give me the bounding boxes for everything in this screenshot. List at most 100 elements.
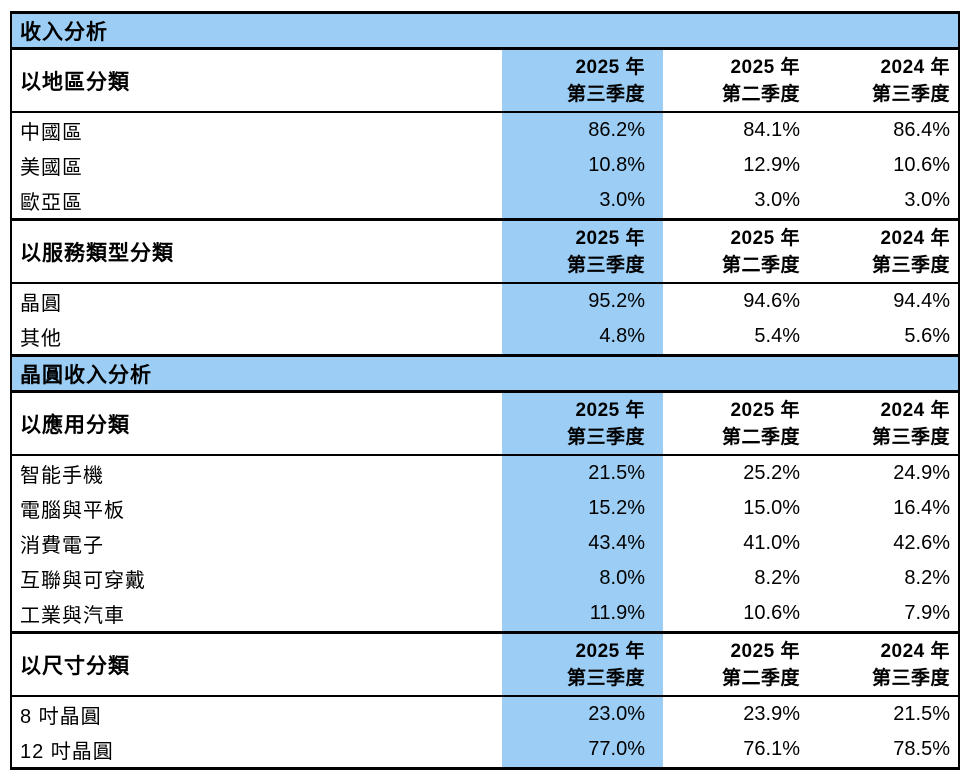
value-q3-2024: 86.4% bbox=[893, 119, 950, 141]
value-q3-2025: 21.5% bbox=[502, 456, 663, 491]
table-row-others: 其他 4.8% 5.4% 5.6% bbox=[12, 319, 958, 357]
group-label-by-size: 以尺寸分類 bbox=[20, 654, 130, 678]
section-band-wafer-revenue-title: 晶圓收入分析 bbox=[20, 363, 152, 387]
col-header-q3-2025: 2025 年 第三季度 bbox=[502, 221, 663, 282]
value-q3-2024: 7.9% bbox=[904, 602, 950, 624]
col-header-year: 2025 年 bbox=[575, 56, 645, 78]
col-header-quarter: 第三季度 bbox=[566, 83, 645, 105]
col-header-quarter: 第二季度 bbox=[721, 254, 800, 276]
value-q3-2024: 8.2% bbox=[904, 567, 950, 589]
row-label: 互聯與可穿戴 bbox=[20, 570, 146, 592]
col-header-q3-2025: 2025 年 第三季度 bbox=[502, 393, 663, 454]
table-row-8-inch-wafer: 8 吋晶圓 23.0% 23.9% 21.5% bbox=[12, 697, 958, 732]
row-label: 智能手機 bbox=[20, 465, 104, 487]
value-q3-2025: 95.2% bbox=[502, 284, 663, 319]
value-q2-2025: 8.2% bbox=[754, 567, 800, 589]
col-header-q3-2024: 2024 年 第三季度 bbox=[805, 221, 958, 282]
value-q3-2024: 94.4% bbox=[893, 290, 950, 312]
value-q3-2024: 24.9% bbox=[893, 462, 950, 484]
col-header-quarter: 第三季度 bbox=[566, 254, 645, 276]
value-q3-2024: 21.5% bbox=[893, 703, 950, 725]
group-header-by-application: 以應用分類 2025 年 第三季度 2025 年 第二季度 2024 年 第三季… bbox=[12, 393, 958, 456]
group-header-by-service: 以服務類型分類 2025 年 第三季度 2025 年 第二季度 2024 年 第… bbox=[12, 221, 958, 284]
row-label: 歐亞區 bbox=[20, 192, 83, 214]
value-q2-2025: 76.1% bbox=[743, 738, 800, 760]
row-label: 美國區 bbox=[20, 157, 83, 179]
group-label-by-region: 以地區分類 bbox=[20, 70, 130, 94]
col-header-q3-2025: 2025 年 第三季度 bbox=[502, 50, 663, 111]
value-q2-2025: 5.4% bbox=[754, 325, 800, 347]
value-q3-2025: 4.8% bbox=[502, 319, 663, 354]
col-header-q2-2025: 2025 年 第二季度 bbox=[663, 221, 805, 282]
row-label: 中國區 bbox=[20, 122, 83, 144]
col-header-year: 2024 年 bbox=[880, 399, 950, 421]
table-row-12-inch-wafer: 12 吋晶圓 77.0% 76.1% 78.5% bbox=[12, 732, 958, 767]
col-header-year: 2025 年 bbox=[730, 640, 800, 662]
value-q2-2025: 23.9% bbox=[743, 703, 800, 725]
value-q3-2024: 10.6% bbox=[893, 154, 950, 176]
col-header-q3-2025: 2025 年 第三季度 bbox=[502, 634, 663, 695]
row-label: 工業與汽車 bbox=[20, 605, 125, 627]
col-header-quarter: 第二季度 bbox=[721, 83, 800, 105]
table-row-wafer: 晶圓 95.2% 94.6% 94.4% bbox=[12, 284, 958, 319]
col-header-year: 2025 年 bbox=[575, 640, 645, 662]
value-q3-2025: 23.0% bbox=[502, 697, 663, 732]
col-header-quarter: 第二季度 bbox=[721, 667, 800, 689]
value-q2-2025: 94.6% bbox=[743, 290, 800, 312]
col-header-year: 2024 年 bbox=[880, 640, 950, 662]
value-q2-2025: 84.1% bbox=[743, 119, 800, 141]
value-q3-2024: 5.6% bbox=[904, 325, 950, 347]
col-header-quarter: 第三季度 bbox=[871, 83, 950, 105]
col-header-quarter: 第三季度 bbox=[871, 254, 950, 276]
revenue-analysis-table: 收入分析 以地區分類 2025 年 第三季度 2025 年 第二季度 2024 … bbox=[10, 11, 960, 770]
row-label: 電腦與平板 bbox=[20, 500, 125, 522]
table-row-industrial-automotive: 工業與汽車 11.9% 10.6% 7.9% bbox=[12, 596, 958, 634]
value-q3-2025: 11.9% bbox=[502, 596, 663, 631]
value-q3-2025: 77.0% bbox=[502, 732, 663, 767]
value-q3-2025: 43.4% bbox=[502, 526, 663, 561]
table-row-usa: 美國區 10.8% 12.9% 10.6% bbox=[12, 148, 958, 183]
value-q3-2024: 3.0% bbox=[904, 189, 950, 211]
col-header-quarter: 第三季度 bbox=[566, 426, 645, 448]
value-q2-2025: 10.6% bbox=[743, 602, 800, 624]
value-q3-2025: 15.2% bbox=[502, 491, 663, 526]
group-header-by-size: 以尺寸分類 2025 年 第三季度 2025 年 第二季度 2024 年 第三季… bbox=[12, 634, 958, 697]
section-band-wafer-revenue: 晶圓收入分析 bbox=[12, 357, 958, 393]
col-header-year: 2025 年 bbox=[575, 399, 645, 421]
table-row-smartphone: 智能手機 21.5% 25.2% 24.9% bbox=[12, 456, 958, 491]
table-row-consumer-electronics: 消費電子 43.4% 41.0% 42.6% bbox=[12, 526, 958, 561]
col-header-q3-2024: 2024 年 第三季度 bbox=[805, 634, 958, 695]
value-q3-2024: 42.6% bbox=[893, 532, 950, 554]
value-q3-2025: 3.0% bbox=[502, 183, 663, 218]
value-q3-2025: 10.8% bbox=[502, 148, 663, 183]
section-band-revenue: 收入分析 bbox=[12, 14, 958, 50]
col-header-q3-2024: 2024 年 第三季度 bbox=[805, 50, 958, 111]
section-band-revenue-title: 收入分析 bbox=[20, 20, 108, 44]
col-header-q2-2025: 2025 年 第二季度 bbox=[663, 634, 805, 695]
group-header-by-region: 以地區分類 2025 年 第三季度 2025 年 第二季度 2024 年 第三季… bbox=[12, 50, 958, 113]
value-q2-2025: 12.9% bbox=[743, 154, 800, 176]
table-row-china: 中國區 86.2% 84.1% 86.4% bbox=[12, 113, 958, 148]
value-q2-2025: 25.2% bbox=[743, 462, 800, 484]
col-header-quarter: 第三季度 bbox=[566, 667, 645, 689]
row-label: 其他 bbox=[20, 328, 62, 350]
row-label: 8 吋晶圓 bbox=[20, 706, 102, 728]
row-label: 晶圓 bbox=[20, 293, 62, 315]
table-row-connectivity-wearables: 互聯與可穿戴 8.0% 8.2% 8.2% bbox=[12, 561, 958, 596]
col-header-q2-2025: 2025 年 第二季度 bbox=[663, 50, 805, 111]
value-q3-2024: 78.5% bbox=[893, 738, 950, 760]
value-q2-2025: 15.0% bbox=[743, 497, 800, 519]
row-label: 12 吋晶圓 bbox=[20, 741, 114, 763]
col-header-quarter: 第三季度 bbox=[871, 667, 950, 689]
table-row-computer-tablet: 電腦與平板 15.2% 15.0% 16.4% bbox=[12, 491, 958, 526]
value-q2-2025: 41.0% bbox=[743, 532, 800, 554]
col-header-year: 2024 年 bbox=[880, 56, 950, 78]
table-row-eurasia: 歐亞區 3.0% 3.0% 3.0% bbox=[12, 183, 958, 221]
group-label-by-application: 以應用分類 bbox=[20, 413, 130, 437]
col-header-q3-2024: 2024 年 第三季度 bbox=[805, 393, 958, 454]
value-q3-2025: 86.2% bbox=[502, 113, 663, 148]
col-header-year: 2024 年 bbox=[880, 227, 950, 249]
col-header-quarter: 第二季度 bbox=[721, 426, 800, 448]
group-label-by-service: 以服務類型分類 bbox=[20, 241, 174, 265]
value-q2-2025: 3.0% bbox=[754, 189, 800, 211]
